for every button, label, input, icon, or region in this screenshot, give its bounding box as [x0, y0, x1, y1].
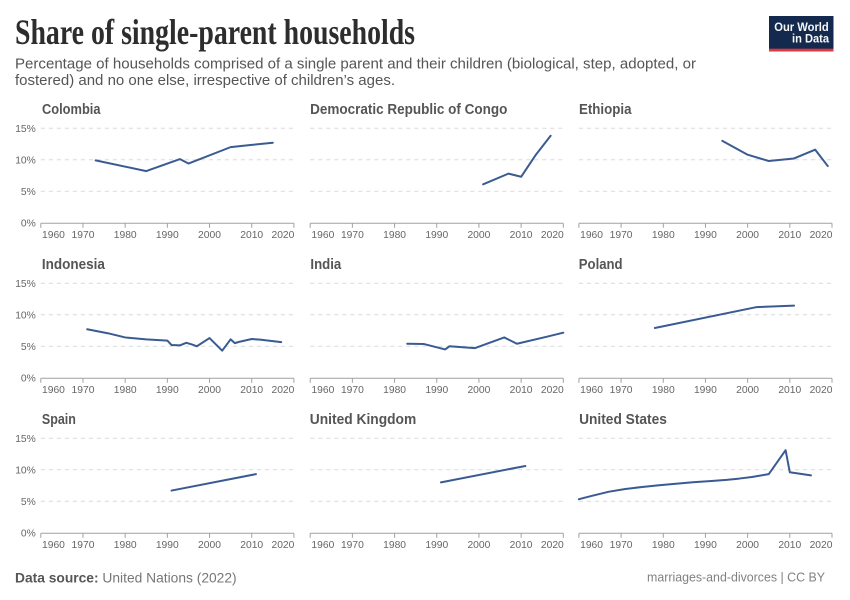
svg-text:1990: 1990: [694, 230, 717, 241]
svg-text:2000: 2000: [467, 385, 490, 396]
svg-text:1980: 1980: [383, 385, 406, 396]
svg-text:Data source: United Nations (2: Data source: United Nations (2022): [15, 570, 237, 585]
svg-text:0%: 0%: [21, 374, 36, 385]
svg-text:2020: 2020: [541, 540, 564, 551]
svg-text:5%: 5%: [21, 187, 36, 198]
svg-text:Indonesia: Indonesia: [42, 257, 106, 273]
svg-text:2020: 2020: [541, 385, 564, 396]
svg-text:2020: 2020: [810, 385, 833, 396]
svg-text:1960: 1960: [311, 540, 334, 551]
svg-text:1970: 1970: [341, 385, 364, 396]
svg-text:1990: 1990: [156, 230, 179, 241]
svg-text:5%: 5%: [21, 342, 36, 353]
svg-text:2000: 2000: [736, 540, 759, 551]
svg-text:1980: 1980: [383, 540, 406, 551]
svg-text:15%: 15%: [15, 279, 36, 290]
svg-text:1970: 1970: [341, 540, 364, 551]
svg-text:1960: 1960: [311, 385, 334, 396]
svg-text:10%: 10%: [15, 311, 36, 322]
svg-text:United States: United States: [579, 412, 667, 428]
svg-text:1990: 1990: [156, 385, 179, 396]
svg-text:1960: 1960: [42, 230, 65, 241]
svg-text:2020: 2020: [810, 540, 833, 551]
svg-text:marriages-and-divorces | CC BY: marriages-and-divorces | CC BY: [647, 569, 825, 584]
svg-text:Percentage of households compr: Percentage of households comprised of a …: [15, 55, 696, 72]
svg-text:1970: 1970: [610, 540, 633, 551]
svg-text:1990: 1990: [425, 540, 448, 551]
svg-text:2000: 2000: [467, 230, 490, 241]
svg-text:1960: 1960: [311, 230, 334, 241]
svg-text:1980: 1980: [114, 230, 137, 241]
svg-text:1970: 1970: [610, 385, 633, 396]
svg-text:Ethiopia: Ethiopia: [579, 102, 632, 118]
svg-text:2020: 2020: [810, 230, 833, 241]
svg-text:10%: 10%: [15, 156, 36, 167]
svg-text:0%: 0%: [21, 529, 36, 540]
svg-text:1980: 1980: [652, 385, 675, 396]
svg-text:India: India: [310, 257, 342, 273]
svg-text:1980: 1980: [383, 230, 406, 241]
svg-text:2020: 2020: [271, 540, 294, 551]
svg-text:United Kingdom: United Kingdom: [310, 412, 416, 428]
svg-text:1980: 1980: [114, 540, 137, 551]
svg-text:2010: 2010: [240, 385, 263, 396]
svg-text:2020: 2020: [271, 385, 294, 396]
svg-text:2000: 2000: [467, 540, 490, 551]
svg-text:Our World: Our World: [774, 20, 829, 34]
svg-text:1990: 1990: [694, 385, 717, 396]
svg-text:2010: 2010: [778, 385, 801, 396]
svg-text:Poland: Poland: [579, 257, 623, 273]
svg-text:Share of single-parent househo: Share of single-parent households: [15, 12, 415, 52]
svg-text:2000: 2000: [198, 540, 221, 551]
svg-text:2000: 2000: [736, 385, 759, 396]
svg-text:1990: 1990: [425, 385, 448, 396]
svg-text:2000: 2000: [736, 230, 759, 241]
svg-text:15%: 15%: [15, 124, 36, 135]
svg-text:1990: 1990: [425, 230, 448, 241]
svg-text:1980: 1980: [114, 385, 137, 396]
svg-text:1960: 1960: [580, 385, 603, 396]
svg-text:1960: 1960: [42, 540, 65, 551]
svg-text:1960: 1960: [580, 230, 603, 241]
svg-text:10%: 10%: [15, 466, 36, 477]
svg-text:1990: 1990: [156, 540, 179, 551]
svg-text:0%: 0%: [21, 219, 36, 230]
svg-text:1980: 1980: [652, 540, 675, 551]
svg-text:15%: 15%: [15, 434, 36, 445]
svg-text:Spain: Spain: [42, 412, 76, 428]
svg-text:2010: 2010: [240, 540, 263, 551]
svg-text:1980: 1980: [652, 230, 675, 241]
svg-text:1970: 1970: [610, 230, 633, 241]
svg-text:in Data: in Data: [792, 32, 829, 46]
svg-text:1970: 1970: [341, 230, 364, 241]
svg-text:1960: 1960: [580, 540, 603, 551]
svg-text:2020: 2020: [541, 230, 564, 241]
svg-text:2010: 2010: [510, 230, 533, 241]
svg-text:1970: 1970: [72, 540, 95, 551]
svg-text:2020: 2020: [271, 230, 294, 241]
svg-text:2010: 2010: [778, 230, 801, 241]
svg-text:Democratic Republic of Congo: Democratic Republic of Congo: [310, 102, 508, 118]
svg-text:1990: 1990: [694, 540, 717, 551]
svg-text:fostered) and no one else, irr: fostered) and no one else, irrespective …: [15, 72, 395, 89]
svg-text:1970: 1970: [72, 385, 95, 396]
svg-text:5%: 5%: [21, 497, 36, 508]
svg-text:Colombia: Colombia: [42, 102, 101, 118]
svg-text:2000: 2000: [198, 230, 221, 241]
svg-text:1970: 1970: [72, 230, 95, 241]
svg-text:2010: 2010: [778, 540, 801, 551]
svg-text:2000: 2000: [198, 385, 221, 396]
svg-text:2010: 2010: [240, 230, 263, 241]
svg-text:2010: 2010: [510, 385, 533, 396]
svg-text:2010: 2010: [510, 540, 533, 551]
svg-text:1960: 1960: [42, 385, 65, 396]
